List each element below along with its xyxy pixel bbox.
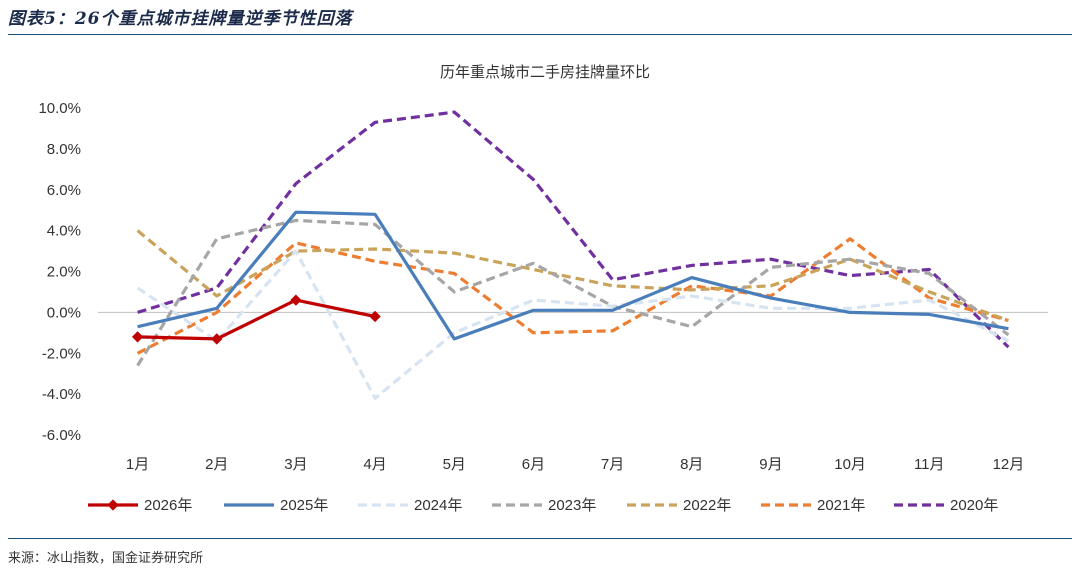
y-tick-label: -2.0% xyxy=(42,345,81,362)
chart-title: 历年重点城市二手房挂牌量环比 xyxy=(440,64,650,81)
x-tick-label: 3月 xyxy=(284,456,307,473)
series-line xyxy=(136,218,1010,367)
line-chart: 历年重点城市二手房挂牌量环比 10.0% 8.0% 6.0% 4.0% 2.0% 0.0%… xyxy=(38,64,1048,514)
legend-label: 2024年 xyxy=(414,497,462,514)
x-tick-label: 8月 xyxy=(680,456,703,473)
y-tick-label: 2.0% xyxy=(47,264,81,281)
series-line xyxy=(137,210,1009,341)
x-tick-label: 11月 xyxy=(914,456,945,473)
data-point-marker xyxy=(290,294,302,306)
series-line xyxy=(136,229,1009,323)
legend-label: 2026年 xyxy=(144,497,192,514)
y-tick-label: -6.0% xyxy=(42,427,81,444)
x-tick-label: 10月 xyxy=(834,456,866,473)
y-tick-label: 4.0% xyxy=(47,223,81,240)
x-tick-label: 6月 xyxy=(522,456,545,473)
x-tick-label: 12月 xyxy=(993,456,1025,473)
x-tick-label: 7月 xyxy=(601,456,624,473)
footer-rule xyxy=(8,538,1072,539)
x-tick-label: 4月 xyxy=(363,456,386,473)
legend-label: 2023年 xyxy=(548,497,596,514)
series-line xyxy=(136,237,1009,355)
source-note: 来源：冰山指数，国金证券研究所 xyxy=(8,551,204,566)
y-tick-label: 6.0% xyxy=(47,182,81,199)
series-line xyxy=(137,298,376,341)
header-rule xyxy=(8,34,1072,35)
data-point-marker xyxy=(211,333,223,345)
legend-marker xyxy=(107,499,119,511)
y-tick-label: 8.0% xyxy=(47,141,81,158)
data-point-marker xyxy=(369,310,381,323)
series-line xyxy=(137,110,1010,349)
x-tick-label: 2月 xyxy=(205,456,228,473)
legend-label: 2022年 xyxy=(683,497,731,514)
y-tick-label: -4.0% xyxy=(42,386,81,403)
x-tick-label: 1月 xyxy=(126,456,149,473)
axes: 10.0% 8.0% 6.0% 4.0% 2.0% 0.0% -2.0% -4.0% -6.0%… xyxy=(38,100,1048,473)
legend-label: 2025年 xyxy=(280,497,328,514)
series-lines xyxy=(131,110,1010,400)
y-tick-label: 0.0% xyxy=(47,304,81,321)
x-tick-label: 9月 xyxy=(759,456,782,473)
legend-label: 2020年 xyxy=(950,497,998,514)
legend-label: 2021年 xyxy=(817,497,865,514)
figure-title: 图表5：26个重点城市挂牌量逆季节性回落 xyxy=(8,9,353,29)
series-line xyxy=(136,249,1010,400)
x-tick-label: 5月 xyxy=(443,456,466,473)
y-tick-label: 10.0% xyxy=(38,100,81,117)
legend: 2026年 2025年 2024年 2023年 2022年 2021年 2020年 xyxy=(88,497,998,514)
data-point-marker xyxy=(131,331,144,343)
